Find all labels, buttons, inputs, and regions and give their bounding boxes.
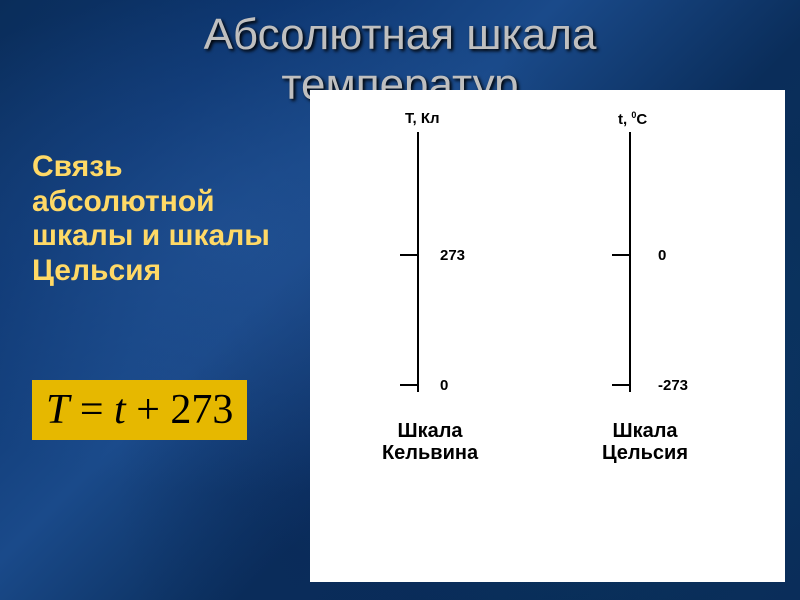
celsius-scale-name: Шкала Цельсия <box>585 420 705 464</box>
celsius-tick-273: -273 <box>658 377 688 394</box>
kelvin-scale-name: Шкала Кельвина <box>370 420 490 464</box>
formula-t: t <box>114 387 126 433</box>
celsius-name-line2: Цельсия <box>602 442 688 464</box>
subtitle: Связь абсолютной шкалы и шкалы Цельсия <box>32 150 302 288</box>
celsius-tick-0: 0 <box>658 247 666 264</box>
formula-const: 273 <box>170 387 233 433</box>
diagram-panel: T, Кл t, 0С 273 0 0 -273 Шкала Кельвина … <box>310 90 785 582</box>
kelvin-name-line2: Кельвина <box>382 442 478 464</box>
kelvin-name-line1: Шкала <box>397 420 462 442</box>
formula-T: T <box>46 387 69 433</box>
formula-plus: + <box>126 387 171 433</box>
celsius-name-line1: Шкала <box>612 420 677 442</box>
title-line1: Абсолютная шкала <box>204 10 597 59</box>
formula-eq: = <box>69 387 114 433</box>
formula-box: T = t + 273 <box>32 380 247 440</box>
